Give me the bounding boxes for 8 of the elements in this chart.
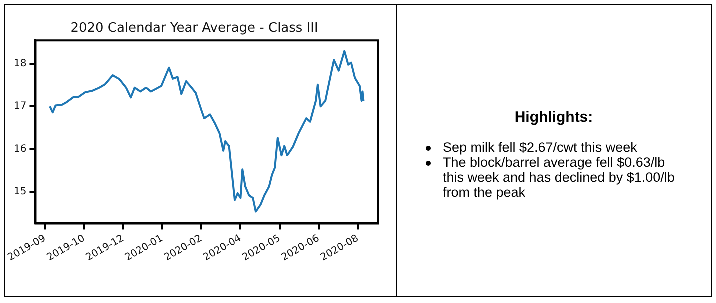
- text: Highlights:: [514, 109, 594, 126]
- y-tick-label: 15: [14, 186, 27, 198]
- y-tick-label: 18: [14, 58, 27, 70]
- text: Sep milk fell $2.67/cwt this week: [443, 140, 638, 155]
- chart-title: 2020 Calendar Year Average - Class III: [70, 21, 318, 36]
- y-tick-label: 16: [14, 144, 27, 155]
- text: The block/barrel average fell $0.63/lb this week and has declined by $1.00/lb from the peak: [443, 155, 676, 200]
- y-tick-label: 17: [14, 101, 27, 112]
